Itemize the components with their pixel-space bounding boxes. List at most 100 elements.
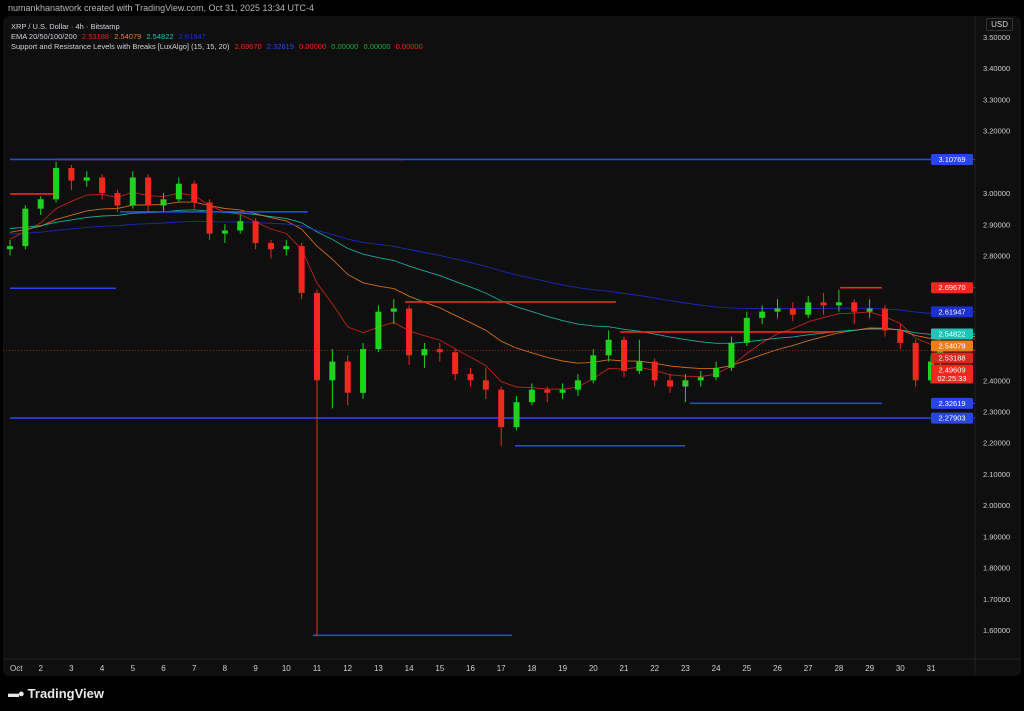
price-chart[interactable]: 3.50000 3.40000 3.30000 3.20000 3.00000 2.900… [3, 16, 1021, 676]
candle [605, 330, 612, 362]
sr-label: Support and Resistance Levels with Break… [11, 42, 230, 51]
candle-body [820, 302, 827, 306]
branding-text: TradingView [27, 686, 104, 701]
price-axis-badge: 2.53188 [931, 338, 975, 364]
candle-body [897, 330, 904, 343]
candle [421, 342, 428, 368]
candle-body [329, 361, 336, 381]
price-badge-bg [931, 397, 973, 409]
candle [22, 205, 29, 250]
chart-legend: XRP / U.S. Dollar · 4h · Bitstamp EMA 20… [11, 22, 426, 52]
candle [406, 305, 413, 365]
candle-body [160, 199, 167, 206]
price-badge-text: 2.54822 [938, 330, 965, 339]
candle [897, 324, 904, 350]
price-badge-text: 2.49609 [938, 366, 965, 375]
sr-value: 2.69670 [234, 42, 262, 51]
y-tick-label: 2.00000 [983, 501, 1010, 510]
candle [390, 299, 397, 325]
y-tick-label: 2.80000 [983, 251, 1010, 260]
candle [129, 171, 136, 209]
price-axis-badge: 2.69670 [931, 282, 975, 294]
candle-body [436, 349, 443, 353]
candle [160, 193, 167, 212]
x-tick-label: 15 [435, 664, 444, 673]
chart-credit: numankhanatwork created with TradingView… [8, 3, 314, 13]
x-tick-label: 2 [38, 664, 43, 673]
chart-panel[interactable]: XRP / U.S. Dollar · 4h · Bitstamp EMA 20… [3, 16, 1021, 676]
candle [820, 292, 827, 315]
candle-body [390, 308, 397, 312]
candle [37, 196, 44, 215]
price-badge-text: 2.54079 [938, 342, 965, 351]
x-tick-label: 17 [497, 664, 506, 673]
y-tick-label: 2.30000 [983, 408, 1010, 417]
sr-legend[interactable]: Support and Resistance Levels with Break… [11, 42, 426, 52]
candle-body [452, 352, 459, 375]
candle [7, 239, 13, 256]
x-tick-label: 31 [927, 664, 936, 673]
candle [759, 305, 766, 325]
candle-body [866, 308, 873, 312]
candle-body [482, 380, 489, 390]
y-tick-label: 2.40000 [983, 376, 1010, 385]
x-tick-label: 29 [865, 664, 874, 673]
candle-body [528, 389, 535, 403]
ema20-value: 2.53188 [81, 32, 110, 41]
x-tick-label: Oct [10, 664, 23, 673]
candle [651, 358, 658, 387]
candle-body [283, 246, 290, 250]
sr-value: 2.32619 [266, 42, 294, 51]
sr-value: 0.00000 [395, 42, 423, 51]
x-tick-label: 24 [712, 664, 721, 673]
candle-body [559, 389, 566, 393]
candle [881, 305, 888, 337]
x-tick-label: 9 [253, 664, 258, 673]
candle [114, 189, 121, 212]
candle-body [544, 389, 551, 393]
y-tick-label: 1.70000 [983, 595, 1010, 604]
candle-body [759, 311, 766, 318]
candle-body [237, 221, 244, 231]
ema100-value: 2.54822 [146, 32, 174, 41]
y-tick-label: 1.60000 [983, 626, 1010, 635]
x-tick-label: 26 [773, 664, 782, 673]
candle-body [835, 302, 842, 306]
x-tick-label: 19 [558, 664, 567, 673]
candle [835, 289, 842, 312]
candle [498, 386, 505, 446]
price-badge-bg [931, 306, 973, 318]
candle [344, 355, 351, 406]
candle-body [298, 246, 305, 293]
candle-body [636, 361, 643, 371]
ema-label: EMA 20/50/100/200 [11, 32, 77, 41]
candle-body [774, 308, 781, 312]
symbol-title[interactable]: XRP / U.S. Dollar · 4h · Bitstamp [11, 22, 120, 31]
ema50-line [9, 201, 941, 370]
candle [283, 239, 290, 256]
x-tick-label: 14 [405, 664, 414, 673]
candle [375, 305, 382, 353]
price-axis-badge: 2.54079 [931, 335, 975, 352]
candle-body [99, 177, 106, 194]
ema-legend[interactable]: EMA 20/50/100/200 2.53188 2.54079 2.5482… [11, 32, 426, 42]
candle [574, 374, 581, 396]
candle-body [805, 302, 812, 315]
currency-button[interactable]: USD [986, 18, 1013, 31]
candle-body [651, 361, 658, 381]
candle-body [22, 208, 29, 247]
candle-body [682, 380, 689, 387]
price-badge-text: 2.53188 [938, 354, 965, 363]
candle [53, 161, 60, 203]
price-badge-bg [931, 412, 973, 424]
candle-body [360, 349, 367, 393]
candle [728, 336, 735, 371]
candle-body [605, 339, 612, 356]
candle [621, 336, 627, 378]
candle [789, 302, 796, 322]
candle [237, 214, 244, 234]
tradingview-logo: ▬● TradingView [8, 686, 104, 701]
candle [221, 224, 228, 243]
candle-body [789, 308, 796, 315]
candle [544, 386, 551, 403]
